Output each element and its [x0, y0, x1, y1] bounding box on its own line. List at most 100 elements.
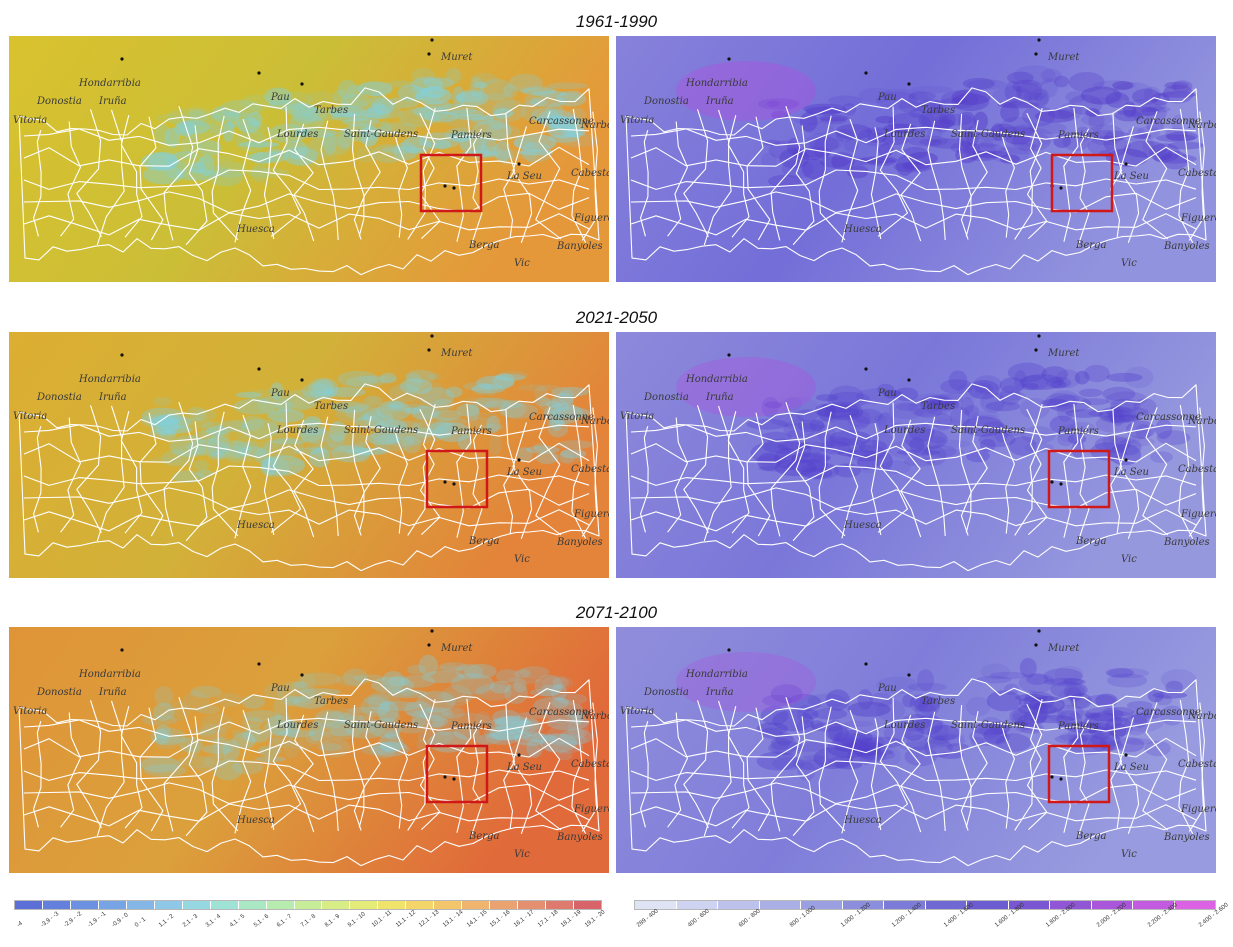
mountain-relief: [999, 116, 1036, 139]
mountain-relief: [844, 741, 887, 749]
mountain-relief: [419, 707, 454, 722]
mountain-relief: [966, 696, 991, 717]
district-boundary: [703, 405, 732, 542]
legend-swatch: [406, 901, 435, 909]
mountain-relief: [965, 143, 981, 161]
mountain-relief: [288, 114, 325, 131]
mountain-relief: [328, 105, 365, 118]
mountain-relief: [1004, 80, 1022, 103]
city-label-iruna: Iruña: [98, 687, 127, 698]
period-title: 2021-2050: [575, 308, 658, 327]
mountain-relief: [547, 734, 588, 747]
mountain-relief: [189, 161, 206, 174]
mountain-relief: [489, 435, 502, 456]
mountain-relief: [1163, 81, 1178, 95]
mountain-relief: [1043, 668, 1083, 685]
city-label-seu: La Seu: [506, 467, 542, 478]
mountain-relief: [518, 149, 554, 156]
mountain-relief: [532, 90, 567, 97]
mountain-relief: [762, 694, 793, 707]
mountain-relief: [833, 463, 861, 478]
mountain-relief: [548, 406, 591, 419]
mountain-relief: [917, 669, 934, 691]
temperature-legend: -4 -3,9 - -3 -2,9 - -2 -1,9 - -1 -0,9 - 0 0 -…: [14, 900, 606, 940]
mountain-relief: [534, 385, 549, 401]
mountain-relief: [337, 370, 379, 388]
city-dot: [443, 184, 447, 188]
district-boundary: [23, 212, 590, 236]
mountain-relief: [233, 398, 277, 415]
city-label-banyoles: Banyoles: [556, 537, 603, 548]
mountain-relief: [261, 455, 305, 476]
mountain-relief: [522, 734, 557, 743]
district-boundary: [23, 717, 590, 737]
mountain-relief: [366, 432, 400, 445]
legend-label: 4,1 - 5: [229, 913, 247, 929]
mountain-relief: [858, 87, 894, 103]
legend-swatch: [1008, 901, 1050, 909]
district-boundary: [792, 125, 815, 246]
mountain-relief: [893, 161, 932, 173]
legend-swatch: [434, 901, 463, 909]
mountain-relief: [1121, 713, 1164, 732]
mountain-relief: [1152, 691, 1188, 699]
district-boundary: [900, 419, 922, 538]
district-boundary: [630, 146, 1197, 167]
mountain-relief: [924, 445, 957, 458]
mountain-relief: [283, 740, 300, 759]
district-boundary: [18, 678, 600, 867]
city-label-iruna: Iruña: [98, 392, 127, 403]
district-boundary: [581, 407, 598, 537]
mountain-relief: [760, 431, 792, 443]
mountain-relief: [976, 675, 1012, 684]
mountain-relief: [800, 462, 840, 480]
mountain-relief: [272, 395, 316, 412]
mountain-relief: [877, 383, 895, 395]
city-label-berga: Berga: [468, 240, 499, 251]
mountain-relief: [1159, 91, 1197, 98]
mountain-relief: [928, 436, 946, 444]
city-label-huesca: Huesca: [236, 520, 275, 531]
mountain-relief: [1083, 364, 1110, 383]
district-boundary: [393, 426, 408, 534]
district-boundary: [625, 87, 1207, 276]
district-boundary: [927, 711, 946, 832]
mountain-relief: [507, 676, 541, 685]
legend-swatch: [884, 901, 926, 909]
mountain-relief: [417, 729, 454, 746]
mountain-relief: [907, 682, 947, 692]
district-boundary: [770, 697, 801, 832]
city-label-tarbes: Tarbes: [314, 401, 348, 412]
legend-swatch: [967, 901, 1009, 909]
mountain-relief: [1105, 717, 1133, 737]
mountain-relief: [371, 97, 395, 115]
mountain-relief: [770, 414, 805, 427]
mountain-relief: [779, 148, 810, 169]
mountain-relief: [432, 398, 455, 410]
mountain-relief: [994, 391, 1026, 401]
district-boundary: [900, 714, 922, 833]
mountain-relief: [333, 89, 349, 105]
district-boundary: [667, 121, 689, 237]
legend-label: -4: [16, 920, 24, 929]
mountain-relief: [1007, 71, 1034, 85]
mountain-relief: [1090, 710, 1134, 722]
mountain-relief: [919, 399, 961, 412]
mountain-relief: [409, 396, 449, 417]
city-dot: [517, 753, 521, 757]
district-boundary: [211, 706, 239, 832]
mountain-relief: [493, 373, 515, 388]
mountain-relief: [986, 690, 1022, 712]
district-boundary: [581, 702, 598, 832]
legend-swatch: [925, 901, 967, 909]
mountain-relief: [1156, 134, 1196, 143]
district-boundary: [163, 402, 194, 537]
mountain-relief: [1099, 406, 1137, 423]
mountain-relief: [792, 146, 832, 158]
mountain-relief: [1012, 124, 1038, 136]
district-boundary: [841, 710, 859, 834]
mountain-relief: [1160, 150, 1189, 170]
precipitation-color-bar: [634, 900, 1216, 910]
city-dot: [907, 673, 911, 677]
mountain-relief: [865, 128, 902, 135]
